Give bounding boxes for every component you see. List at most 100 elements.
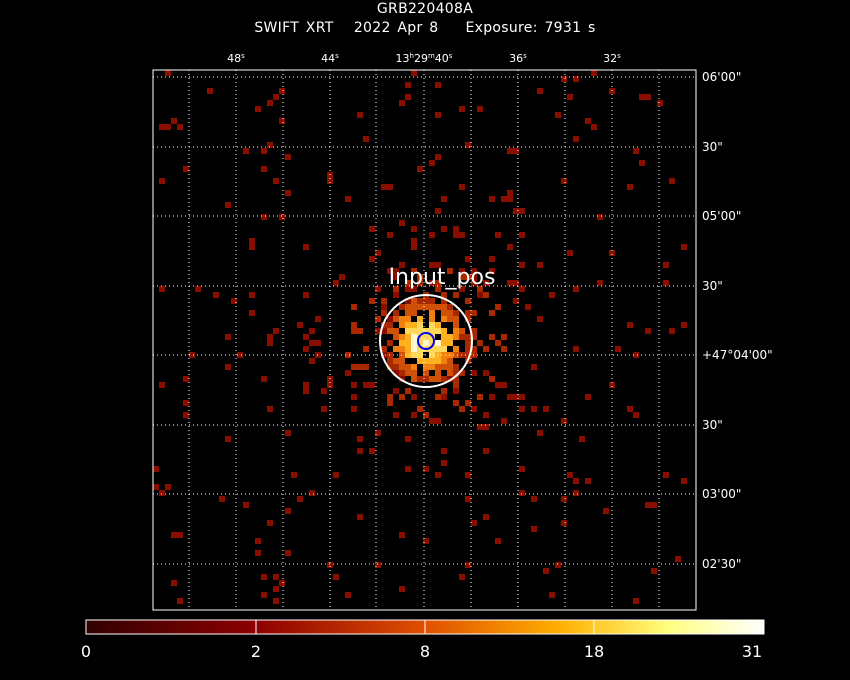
count-pixel bbox=[435, 322, 441, 328]
count-pixel bbox=[423, 328, 429, 334]
count-pixel bbox=[273, 328, 279, 334]
count-pixel bbox=[381, 298, 387, 304]
count-pixel bbox=[369, 226, 375, 232]
colorbar-label-2: 2 bbox=[251, 642, 261, 661]
colorbar-label-18: 18 bbox=[584, 642, 604, 661]
count-pixel bbox=[453, 328, 459, 334]
count-pixel bbox=[537, 88, 543, 94]
count-pixel bbox=[357, 112, 363, 118]
count-pixel bbox=[645, 502, 651, 508]
count-pixel bbox=[543, 568, 549, 574]
position-error-circle bbox=[417, 332, 435, 350]
count-pixel bbox=[165, 70, 171, 76]
ra-label-32: 32s bbox=[603, 52, 621, 65]
count-pixel bbox=[393, 358, 399, 364]
count-pixel bbox=[663, 280, 669, 286]
count-pixel bbox=[399, 586, 405, 592]
count-pixel bbox=[417, 358, 423, 364]
count-pixel bbox=[537, 262, 543, 268]
count-pixel bbox=[531, 406, 537, 412]
count-pixel bbox=[447, 376, 453, 382]
count-pixel bbox=[459, 370, 465, 376]
count-pixel bbox=[513, 394, 519, 400]
count-pixel bbox=[465, 472, 471, 478]
count-pixel bbox=[465, 400, 471, 406]
count-pixel bbox=[399, 100, 405, 106]
count-pixel bbox=[285, 550, 291, 556]
count-pixel bbox=[405, 304, 411, 310]
count-pixel bbox=[447, 268, 453, 274]
count-pixel bbox=[459, 574, 465, 580]
count-pixel bbox=[159, 286, 165, 292]
count-pixel bbox=[291, 472, 297, 478]
count-pixel bbox=[405, 388, 411, 394]
count-pixel bbox=[399, 532, 405, 538]
count-pixel bbox=[273, 178, 279, 184]
count-pixel bbox=[459, 268, 465, 274]
count-pixel bbox=[171, 580, 177, 586]
count-pixel bbox=[405, 316, 411, 322]
count-pixel bbox=[459, 286, 465, 292]
date-label: 2022 Apr 8 bbox=[353, 20, 439, 36]
count-pixel bbox=[519, 466, 525, 472]
count-pixel bbox=[429, 358, 435, 364]
count-pixel bbox=[351, 328, 357, 334]
count-pixel bbox=[651, 568, 657, 574]
count-pixel bbox=[219, 496, 225, 502]
count-pixel bbox=[441, 364, 447, 370]
count-pixel bbox=[507, 394, 513, 400]
count-pixel bbox=[435, 286, 441, 292]
count-pixel bbox=[441, 394, 447, 400]
count-pixel bbox=[417, 166, 423, 172]
count-pixel bbox=[561, 178, 567, 184]
count-pixel bbox=[489, 376, 495, 382]
count-pixel bbox=[303, 334, 309, 340]
count-pixel bbox=[417, 376, 423, 382]
count-pixel bbox=[387, 340, 393, 346]
count-pixel bbox=[453, 334, 459, 340]
count-pixel bbox=[411, 376, 417, 382]
count-pixel bbox=[459, 106, 465, 112]
count-pixel bbox=[429, 280, 435, 286]
count-pixel bbox=[453, 346, 459, 352]
count-pixel bbox=[471, 520, 477, 526]
count-pixel bbox=[627, 406, 633, 412]
count-pixel bbox=[411, 286, 417, 292]
count-pixel bbox=[435, 370, 441, 376]
count-pixel bbox=[435, 472, 441, 478]
count-pixel bbox=[387, 316, 393, 322]
count-pixel bbox=[405, 334, 411, 340]
count-pixel bbox=[171, 118, 177, 124]
count-pixel bbox=[381, 322, 387, 328]
count-pixel bbox=[417, 274, 423, 280]
count-pixel bbox=[447, 370, 453, 376]
count-pixel bbox=[495, 538, 501, 544]
count-pixel bbox=[597, 280, 603, 286]
count-pixel bbox=[255, 106, 261, 112]
count-pixel bbox=[363, 136, 369, 142]
count-pixel bbox=[441, 358, 447, 364]
count-pixel bbox=[453, 382, 459, 388]
count-pixel bbox=[387, 328, 393, 334]
count-pixel bbox=[345, 196, 351, 202]
count-pixel bbox=[615, 346, 621, 352]
count-pixel bbox=[591, 70, 597, 76]
count-pixel bbox=[357, 448, 363, 454]
count-pixel bbox=[417, 328, 423, 334]
dec-label-03-30: 30" bbox=[702, 418, 723, 432]
count-pixel bbox=[417, 352, 423, 358]
count-pixel bbox=[471, 346, 477, 352]
count-pixel bbox=[585, 118, 591, 124]
count-pixel bbox=[507, 244, 513, 250]
count-pixel bbox=[483, 412, 489, 418]
count-pixel bbox=[399, 376, 405, 382]
count-pixel bbox=[411, 370, 417, 376]
count-pixel bbox=[333, 280, 339, 286]
count-pixel bbox=[609, 382, 615, 388]
count-pixel bbox=[453, 400, 459, 406]
count-pixel bbox=[411, 310, 417, 316]
count-pixel bbox=[495, 232, 501, 238]
count-pixel bbox=[399, 340, 405, 346]
count-pixel bbox=[399, 358, 405, 364]
count-pixel bbox=[429, 160, 435, 166]
